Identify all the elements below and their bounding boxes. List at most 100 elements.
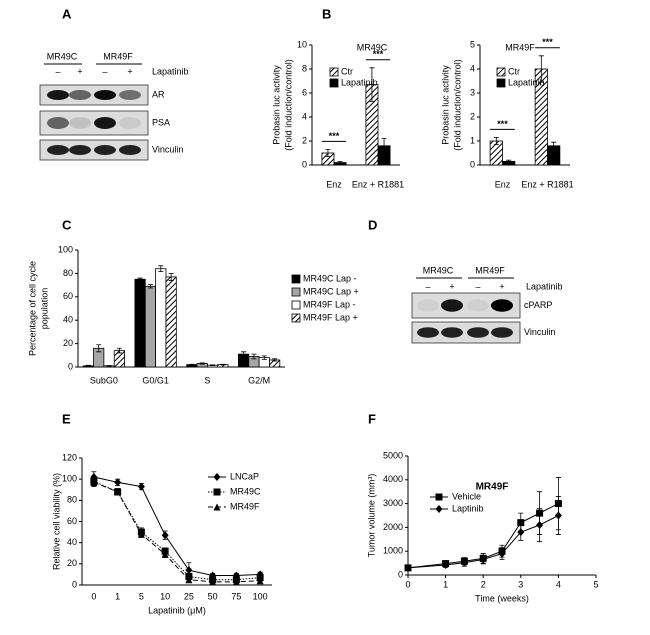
x-tick-label: SubG0	[90, 375, 118, 385]
blot-band	[94, 145, 116, 155]
x-tick-label: Enz	[495, 179, 511, 189]
error-bar	[241, 351, 247, 357]
x-tick-label: Enz + R1881	[521, 179, 573, 189]
error-bar	[261, 355, 267, 360]
x-axis-label: Time (weeks)	[475, 593, 529, 603]
x-tick-label: 5	[593, 579, 598, 589]
error-bar	[210, 364, 216, 366]
marker	[232, 578, 240, 586]
y-tick-label: 4	[470, 63, 475, 73]
y-tick-label: 2	[302, 135, 307, 145]
blot-band	[119, 145, 141, 155]
legend-marker	[435, 505, 443, 513]
y-axis-label: Probasin luc activity	[271, 65, 281, 145]
legend-swatch	[329, 78, 339, 88]
error-bar	[369, 67, 375, 102]
error-bar	[381, 138, 387, 154]
y-tick-label: 100	[58, 244, 73, 254]
x-tick-label: 1	[115, 591, 120, 601]
panel-letter: A	[62, 6, 72, 21]
y-tick-label: 1	[470, 135, 475, 145]
error-bar	[116, 347, 122, 354]
sign-label: +	[499, 281, 504, 291]
error-bar	[506, 159, 512, 163]
error-bar	[251, 353, 257, 360]
bar	[144, 285, 157, 368]
x-tick-label: 0	[91, 591, 96, 601]
significance-label: ***	[542, 37, 553, 47]
x-tick-label: 2	[481, 579, 486, 589]
x-tick-label: G0/G1	[142, 375, 169, 385]
legend-marker	[213, 473, 221, 481]
panel-letter: F	[368, 411, 376, 426]
error-bar	[493, 137, 499, 145]
marker	[161, 531, 169, 540]
sign-label: –	[425, 281, 430, 291]
y-tick-label: 2	[470, 111, 475, 121]
blot-band	[94, 117, 116, 129]
marker	[554, 511, 562, 520]
blot-band	[467, 299, 489, 312]
marker	[209, 578, 217, 586]
panel-letter: C	[62, 217, 72, 232]
x-tick-label: Enz	[326, 179, 342, 189]
cell-line-label: MR49C	[47, 51, 78, 61]
marker	[185, 566, 193, 575]
x-tick-label: 1	[443, 579, 448, 589]
blot-band	[417, 327, 439, 338]
sign-label: –	[475, 281, 480, 291]
x-tick-label: 75	[231, 591, 241, 601]
y-tick-label: 3000	[383, 498, 403, 508]
error-bar	[168, 273, 174, 281]
y-tick-label: 120	[62, 452, 77, 462]
sign-label: +	[77, 66, 82, 76]
legend-swatch	[496, 67, 506, 77]
y-tick-label: 10	[297, 39, 307, 49]
cell-line-label: MR49F	[475, 265, 505, 275]
sign-label: –	[102, 66, 107, 76]
error-bar	[199, 362, 205, 365]
marker	[442, 561, 450, 570]
legend-label: MR49F	[230, 501, 260, 511]
legend-swatch	[291, 300, 301, 310]
error-bar	[137, 277, 143, 281]
legend-label: MR49F Lap -	[303, 299, 356, 309]
legend-label: Vehicle	[452, 491, 481, 501]
blot-band	[94, 90, 116, 100]
sign-label: +	[449, 281, 454, 291]
series-line	[93, 481, 261, 583]
error-bar	[96, 344, 102, 353]
blot-band	[47, 90, 69, 100]
error-bar	[189, 363, 195, 366]
y-axis-label: Probasin luc activity	[440, 65, 450, 145]
legend-swatch	[291, 274, 301, 284]
marker	[161, 550, 169, 558]
legend-label: MR49F Lap +	[303, 312, 358, 322]
marker	[256, 577, 264, 585]
blot-band	[467, 327, 489, 338]
blot-strip	[411, 321, 521, 344]
error-bar	[325, 149, 331, 157]
y-axis-label: population	[39, 288, 49, 330]
y-axis-label: Percentage of cell cycle	[27, 261, 37, 356]
band-label: Vinculin	[152, 144, 183, 154]
significance-label: ***	[373, 49, 384, 59]
error-bar	[158, 265, 164, 273]
marker	[498, 549, 506, 558]
cell-line-label: MR49F	[103, 51, 133, 61]
x-tick-label: 50	[208, 591, 218, 601]
y-tick-label: 60	[67, 516, 77, 526]
x-tick-label: 10	[160, 591, 170, 601]
x-tick-label: 25	[184, 591, 194, 601]
treatment-label: Lapatinib	[526, 281, 563, 291]
legend-label: Lapatinib	[341, 77, 378, 87]
marker	[114, 478, 122, 487]
bar	[134, 278, 146, 368]
marker	[114, 488, 122, 496]
y-tick-label: 0	[72, 579, 77, 589]
legend-label: Ctr	[508, 66, 520, 76]
chart-title: MR49F	[505, 42, 535, 52]
blot-band	[491, 327, 513, 338]
y-tick-label: 20	[63, 338, 73, 348]
y-axis-label: Tumor volume (mm³)	[366, 474, 376, 558]
